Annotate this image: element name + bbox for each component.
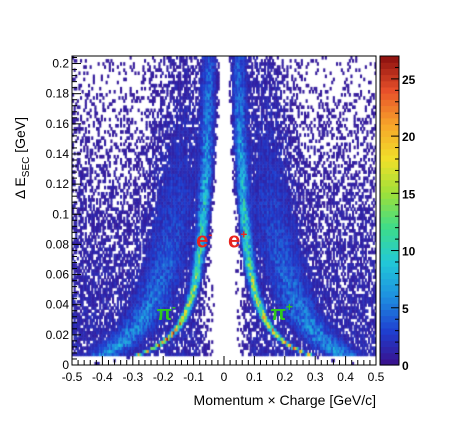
y-tick-label: 0.02 [46, 328, 70, 342]
colorbar-segment [380, 334, 399, 341]
y-tick-label: 0.14 [46, 147, 70, 161]
x-tick-label: 0 [221, 370, 228, 384]
colorbar-segment [380, 229, 399, 236]
colorbar-segment [380, 222, 399, 230]
colorbar-segment [380, 321, 399, 329]
x-axis-title: Momentum × Charge [GeV/c] [194, 392, 376, 408]
colorbar-segment [380, 315, 399, 323]
colorbar-segment [380, 179, 399, 187]
pion-label: π+ [271, 300, 293, 325]
colorbar-segment [380, 241, 399, 249]
y-tick-label: 0.08 [46, 237, 70, 251]
y-tick-label: 0.12 [46, 177, 70, 191]
colorbar-segment [380, 352, 399, 360]
colorbar-segment [380, 210, 399, 218]
colorbar-tick-label: 0 [402, 359, 409, 373]
y-tick-label: 0.2 [52, 57, 69, 71]
colorbar-segment [380, 290, 399, 298]
colorbar-segment [380, 303, 399, 310]
pion-label: π- [157, 300, 176, 325]
x-axis: -0.5 -0.4 -0.3 -0.2 -0.1 0 0.1 0.2 0.3 0.4 0.5 [62, 356, 385, 384]
x-tick-label: -0.5 [62, 370, 83, 384]
heatmap-image [72, 56, 376, 365]
x-tick-label: 0.2 [276, 370, 293, 384]
colorbar-segment [380, 272, 399, 280]
colorbar-tick-label: 10 [402, 245, 416, 259]
colorbar-segment [380, 86, 399, 94]
colorbar-segment [380, 266, 399, 273]
colorbar-segment [380, 358, 399, 366]
colorbar-segment [380, 99, 399, 107]
y-tick-label: 0.06 [46, 268, 70, 282]
y-tick-label: 0.16 [46, 117, 70, 131]
x-tick-label: 0.3 [307, 370, 324, 384]
colorbar-tick-label: 20 [402, 130, 416, 144]
y-axis: 0 0.02 0.04 0.06 0.08 0.1 0.12 0.14 0.16 0.18 0.2 [46, 57, 81, 372]
x-tick-label: 0.1 [246, 370, 263, 384]
colorbar-segment [380, 284, 399, 292]
colorbar-frame [379, 55, 400, 366]
colorbar-segment [380, 216, 399, 224]
colorbar-segment [380, 62, 399, 69]
colorbar-segment [380, 340, 399, 348]
colorbar-segment [380, 173, 399, 181]
electron-label: e- [196, 227, 212, 252]
x-tick-label: 0.4 [337, 370, 354, 384]
heatmap-cells [72, 56, 376, 365]
colorbar-segment [380, 148, 399, 156]
colorbar-segment [380, 278, 399, 286]
colorbar-segment [380, 185, 399, 193]
colorbar-segment [380, 105, 399, 113]
x-tick-label: -0.3 [122, 370, 143, 384]
colorbar-segment [380, 191, 399, 199]
y-tick-label: 0.1 [52, 207, 69, 221]
colorbar-segment [380, 259, 399, 267]
y-tick-label: 0 [62, 358, 69, 372]
colorbar-segment [380, 68, 399, 76]
colorbar-tick-label: 25 [402, 73, 416, 87]
colorbar-segment [380, 117, 399, 125]
x-tick-label: 0.5 [368, 370, 385, 384]
colorbar-segment [380, 74, 399, 82]
colorbar-segment [380, 247, 399, 255]
colorbar-segment [380, 167, 399, 175]
x-tick-label: -0.1 [183, 370, 204, 384]
colorbar-segment [380, 154, 399, 162]
colorbar-segment [380, 111, 399, 119]
particle-labels: e-e+ π-π+ [157, 227, 293, 324]
colorbar-segment [380, 346, 399, 354]
colorbar-segment [380, 80, 399, 88]
colorbar-segment [380, 93, 399, 100]
y-axis-title-suffix: [GeV] [12, 117, 28, 157]
colorbar-segment [380, 327, 399, 335]
colorbar-tick-label: 5 [402, 302, 409, 316]
colorbar-segment [380, 309, 399, 317]
colorbar-segment [380, 204, 399, 212]
x-tick-label: -0.2 [153, 370, 174, 384]
electron-label: e+ [228, 227, 247, 252]
colorbar-segment [380, 198, 399, 205]
colorbar-segment [380, 161, 399, 168]
colorbar-segment [380, 235, 399, 242]
colorbar-segment [380, 130, 399, 137]
y-tick-label: 0.18 [46, 87, 70, 101]
colorbar-tick-label: 15 [402, 187, 416, 201]
y-axis-title: Δ ESEC [GeV] [12, 117, 32, 199]
colorbar: 0 5 10 15 20 25 [379, 55, 416, 373]
colorbar-segment [380, 253, 399, 261]
y-axis-title-prefix: Δ E [12, 177, 28, 199]
colorbar-segment [380, 123, 399, 131]
colorbar-segment [380, 142, 399, 150]
y-axis-title-subscript: SEC [21, 157, 32, 178]
colorbar-segment [380, 136, 399, 144]
colorbar-segment [380, 297, 399, 304]
y-tick-label: 0.04 [46, 298, 70, 312]
x-tick-label: -0.4 [92, 370, 113, 384]
colorbar-segment [380, 56, 399, 63]
